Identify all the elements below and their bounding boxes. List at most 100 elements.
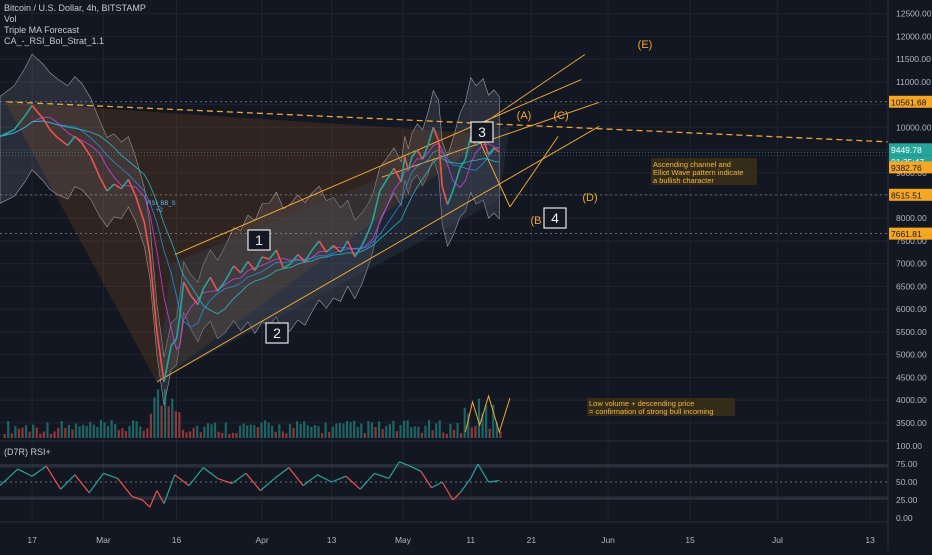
volume-bar <box>388 423 391 438</box>
wave-label-3: 3 <box>478 124 486 140</box>
price-segment <box>361 233 369 246</box>
volume-bar <box>32 424 35 438</box>
volume-bar <box>392 420 395 438</box>
price-badge-current: 9449.78 <box>891 145 922 155</box>
price-axis[interactable]: 12500.0012000.0011500.0011000.0010500.00… <box>887 0 932 550</box>
rsi-pane-title[interactable]: (D7R) RSI+ <box>4 447 51 457</box>
volume-bar <box>449 423 452 438</box>
rsi-pane <box>0 461 888 508</box>
volume-bar <box>110 420 113 438</box>
price-segment <box>427 127 435 146</box>
rsi-segment <box>231 472 247 484</box>
price-segment <box>371 190 381 221</box>
price-tick-label: 3500.00 <box>896 418 927 428</box>
volume-zigzag[interactable] <box>464 394 511 434</box>
rsi-tick-label: 100.00 <box>896 441 922 451</box>
volume-bar <box>128 425 131 438</box>
volume-bar <box>246 425 249 438</box>
price-tick-label: 6000.00 <box>896 304 927 314</box>
volume-bar <box>221 432 224 438</box>
price-segment <box>275 249 285 269</box>
price-segment <box>318 240 327 253</box>
price-segment <box>0 128 15 138</box>
volume-bar <box>271 425 274 438</box>
price-segment <box>24 105 33 117</box>
volume-bar <box>345 421 349 438</box>
price-segment <box>127 179 137 196</box>
rsi-segment <box>17 468 33 477</box>
price-badge-high-bg <box>889 95 932 108</box>
volume-bar <box>39 433 42 438</box>
price-segment <box>163 345 172 383</box>
rsi-segment <box>302 474 318 487</box>
volume-bar <box>178 412 181 438</box>
volume-bar <box>103 422 106 438</box>
volume-bar <box>267 422 270 438</box>
price-segment <box>416 149 424 160</box>
resistance-trendline[interactable] <box>7 101 889 143</box>
indicator-vol[interactable]: Vol <box>4 14 17 24</box>
rsi-segment <box>217 477 233 485</box>
price-tick-label: 8000.00 <box>896 213 927 223</box>
volume-bar <box>278 424 281 438</box>
volume-bar <box>49 433 53 438</box>
volume-bar <box>7 421 10 438</box>
volume-bar <box>203 426 206 438</box>
price-segment <box>67 135 76 146</box>
volume-bar <box>481 413 484 438</box>
indicator-rsi-bol-strat[interactable]: CA_-_RSI_Bol_Strat_1.1 <box>4 36 105 46</box>
volume-bar <box>263 420 267 438</box>
volume-bar <box>381 429 384 438</box>
volume-note-line1: Low volume + descending price <box>589 399 694 408</box>
price-segment <box>31 104 44 119</box>
price-segment <box>182 281 192 296</box>
volume-note-line2: = confirmation of strong bull incoming <box>589 407 713 416</box>
price-segment <box>432 127 440 142</box>
channel-upper-line[interactable] <box>174 79 582 256</box>
time-axis[interactable]: 17 Mar 16 Apr 13 May 11 21 Jun 15 Jul 13 <box>27 535 875 545</box>
price-segment <box>400 156 406 182</box>
channel-note-line2: Elliot Wave pattern indicate <box>653 168 744 177</box>
rsi-segment <box>420 470 433 489</box>
time-tick-label: May <box>395 535 412 545</box>
rsi-segment <box>317 474 332 483</box>
price-segment <box>393 167 402 183</box>
price-segment <box>49 129 58 138</box>
volume-bar <box>328 432 331 438</box>
volume-bar <box>235 432 238 438</box>
price-segment <box>304 249 313 262</box>
wave-e-leg[interactable] <box>477 54 586 128</box>
volume-bar <box>406 420 409 438</box>
indicator-triple-ma[interactable]: Triple MA Forecast <box>4 25 80 35</box>
volume-bar <box>131 420 135 438</box>
volume-bar <box>17 428 21 438</box>
price-segment <box>441 186 449 205</box>
volume-bar <box>164 388 167 438</box>
symbol-title[interactable]: Bitcoin / U.S. Dollar, 4h, BITSTAMP <box>4 3 146 13</box>
time-tick-label: 17 <box>27 535 37 545</box>
price-series <box>0 104 500 383</box>
time-tick-label: 13 <box>865 535 875 545</box>
volume-bar <box>3 434 6 438</box>
volume-bar <box>285 433 288 438</box>
price-segment <box>407 156 413 171</box>
volume-bar <box>485 404 488 438</box>
price-tick-label: 7500.00 <box>896 236 927 246</box>
price-segment <box>190 295 199 306</box>
price-segment <box>421 145 429 160</box>
rsi-upper-band <box>0 464 888 468</box>
volume-bar <box>28 431 31 438</box>
volume-bars <box>3 388 502 438</box>
wave-d-rise[interactable] <box>509 136 559 208</box>
volume-bar <box>335 423 338 438</box>
volume-bar <box>121 428 124 438</box>
price-tick-label: 4000.00 <box>896 395 927 405</box>
volume-bar <box>452 429 456 438</box>
wave-label-2: 2 <box>273 325 281 341</box>
channel-lower-line[interactable] <box>156 125 600 383</box>
channel-note-line1: Ascending channel and <box>653 160 731 169</box>
volume-bar <box>228 433 231 438</box>
price-segment <box>202 276 212 290</box>
